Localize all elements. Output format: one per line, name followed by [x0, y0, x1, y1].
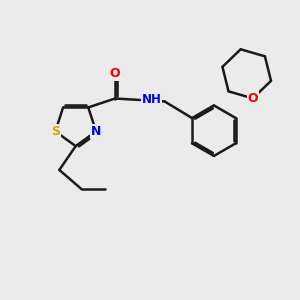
Text: N: N	[91, 125, 101, 138]
Text: S: S	[51, 125, 60, 138]
Text: O: O	[248, 92, 258, 105]
Text: O: O	[110, 67, 120, 80]
Text: NH: NH	[142, 94, 162, 106]
